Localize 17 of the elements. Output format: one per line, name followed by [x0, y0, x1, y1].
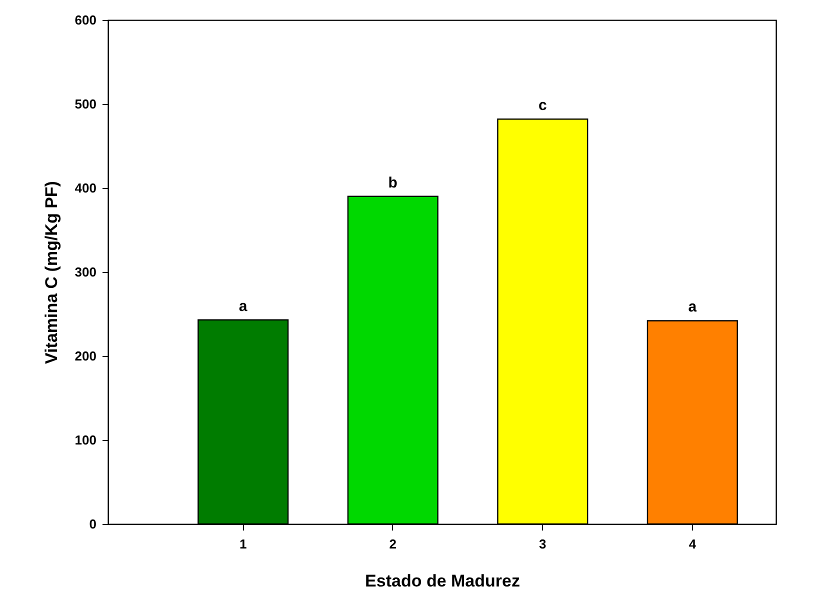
y-tick-label: 500 [74, 96, 96, 112]
y-tick-label: 0 [89, 516, 96, 532]
annotation: a [688, 298, 698, 316]
annotation: b [388, 174, 398, 192]
y-tick-label: 200 [74, 348, 96, 364]
y-tick-label: 100 [74, 432, 96, 448]
y-tick-label: 400 [74, 180, 96, 196]
x-tick-label: 4 [688, 536, 697, 552]
annotation: a [238, 298, 248, 315]
y-axis-title: Vitamina C (mg/Kg PF) [42, 181, 61, 364]
x-axis-title: Estado de Madurez [365, 572, 520, 590]
annotation: c [538, 97, 547, 114]
x-tick-label: 2 [389, 536, 396, 552]
x-tick-label: 3 [539, 536, 546, 552]
y-tick-label: 600 [74, 12, 96, 28]
y-tick-label: 300 [74, 264, 96, 280]
x-tick-label: 1 [239, 536, 247, 552]
